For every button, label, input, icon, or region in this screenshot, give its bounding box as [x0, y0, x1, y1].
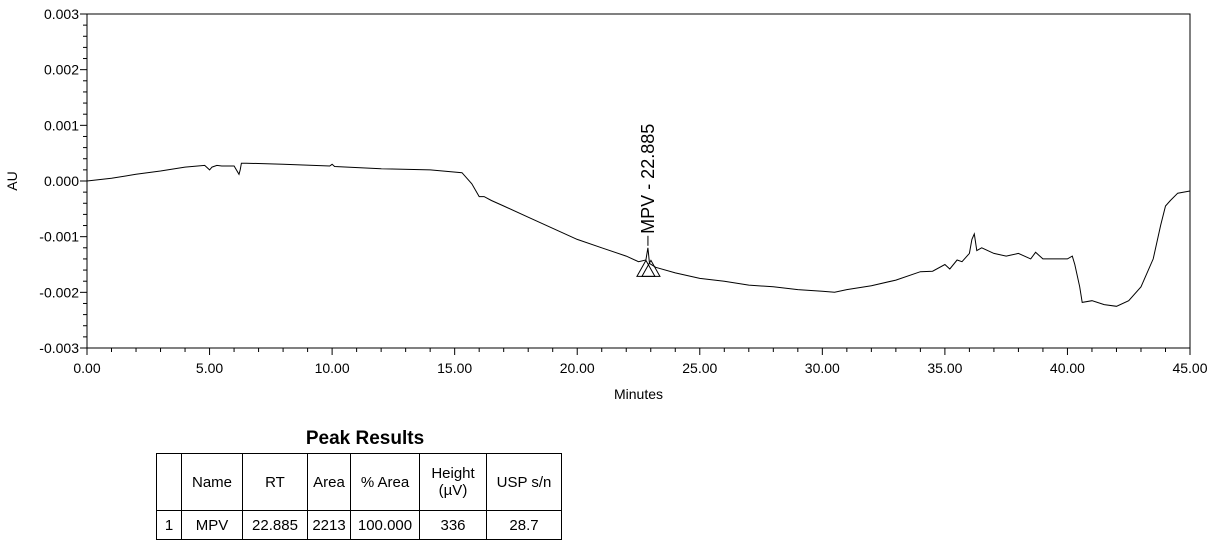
cell-percent-area: 100.000: [350, 510, 420, 540]
chromatogram-chart: 0.00 5.00 10.00 15.00 20.00 25.00 30.00 35.00 40…: [4, 6, 1208, 402]
y-tick-label: 0.001: [44, 117, 79, 133]
header-percent-area: % Area: [350, 453, 420, 511]
header-height-line1: Height: [431, 465, 475, 482]
header-height-line2: (µV): [438, 482, 468, 499]
chromatogram-trace: [86, 162, 1191, 307]
peak-results-table: Name RT Area % Area Height (µV) USP s/n …: [156, 453, 562, 540]
x-tick-label: 30.00: [805, 360, 840, 376]
cell-rt: 22.885: [242, 510, 308, 540]
y-tick-label: -0.003: [39, 340, 79, 356]
peak-results-header-row: Name RT Area % Area Height (µV) USP s/n: [156, 453, 562, 511]
cell-height: 336: [419, 510, 487, 540]
table-row: 1 MPV 22.885 2213 100.000 336 28.7: [156, 510, 562, 540]
y-tick-label: -0.001: [39, 229, 79, 245]
x-tick-label: 5.00: [196, 360, 223, 376]
y-tick-label: 0.002: [44, 62, 79, 78]
x-tick-label: 25.00: [682, 360, 717, 376]
peak-results-title: Peak Results: [305, 428, 425, 449]
peak-end-marker: [641, 259, 661, 277]
y-tick-label: 0.003: [44, 6, 79, 22]
header-usp-sn: USP s/n: [486, 453, 562, 511]
cell-name: MPV: [181, 510, 243, 540]
x-tick-label: 15.00: [437, 360, 472, 376]
x-tick-label: 10.00: [315, 360, 350, 376]
cell-index: 1: [156, 510, 182, 540]
header-area: Area: [307, 453, 351, 511]
x-tick-label: 0.00: [73, 360, 100, 376]
y-tick-label: 0.000: [44, 173, 79, 189]
x-tick-label: 20.00: [560, 360, 595, 376]
y-tick-label: -0.002: [39, 284, 79, 300]
header-height: Height (µV): [419, 453, 487, 511]
x-tick-label: 45.00: [1172, 360, 1207, 376]
x-tick-label: 35.00: [927, 360, 962, 376]
x-tick-label: 40.00: [1050, 360, 1085, 376]
cell-area: 2213: [307, 510, 351, 540]
peak-label: MPV - 22.885: [638, 124, 658, 234]
y-axis-title: AU: [4, 171, 20, 190]
x-axis-title: Minutes: [614, 386, 663, 402]
header-rt: RT: [242, 453, 308, 511]
cell-usp-sn: 28.7: [486, 510, 562, 540]
header-index: [156, 453, 182, 511]
header-name: Name: [181, 453, 243, 511]
